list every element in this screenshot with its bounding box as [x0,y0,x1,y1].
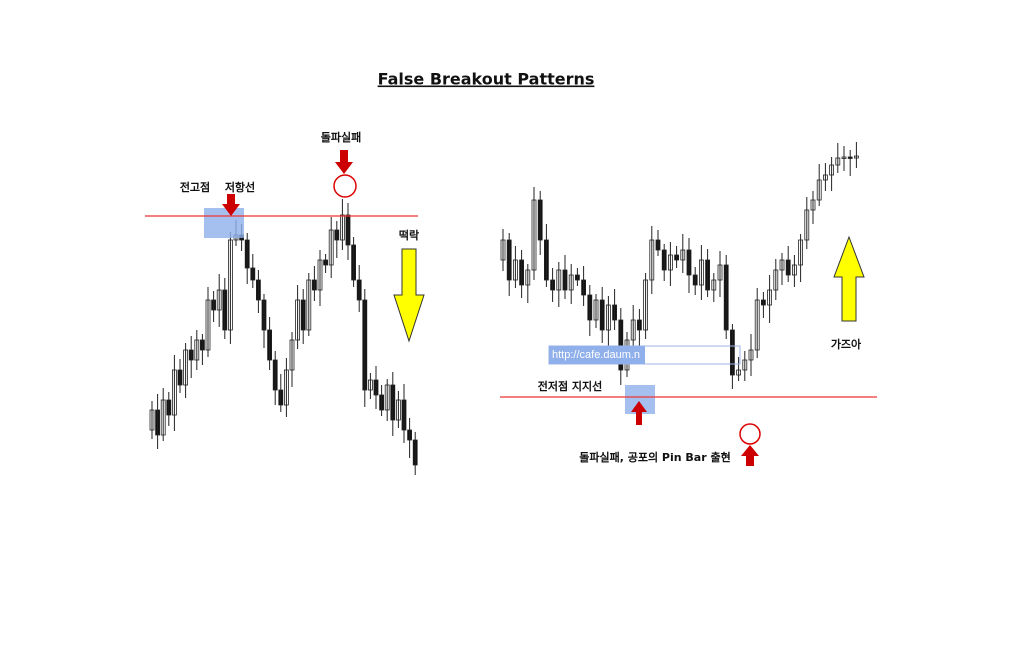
circle-marker [333,174,357,198]
down-arrow [335,150,353,174]
highlight-box [204,208,244,238]
yellow-arrow [393,248,425,343]
yellow-arrow [833,235,865,322]
watermark-bg [549,346,645,364]
label: 떡락 [399,228,419,242]
up-arrow [631,401,647,425]
up-arrow [741,445,759,466]
title: False Breakout Patterns [378,70,595,89]
down-arrow [222,194,240,216]
label: 가즈아 [831,337,862,351]
watermark: http://cafe.daum.n [552,349,640,361]
label: 저항선 [225,180,255,194]
label: 돌파실패 [321,130,361,144]
left-chart: 돌파실패 전고점 저항선 떡락 [145,130,425,475]
label: 전고점 [180,180,210,194]
circle-marker [739,423,761,445]
label: 돌파실패, 공포의 Pin Bar 출현 [579,450,730,464]
label: 전저점 지지선 [538,379,603,393]
right-chart: http://cafe.daum.n 가즈아 전저점 지지선 돌파실패, 공포의… [500,142,877,466]
